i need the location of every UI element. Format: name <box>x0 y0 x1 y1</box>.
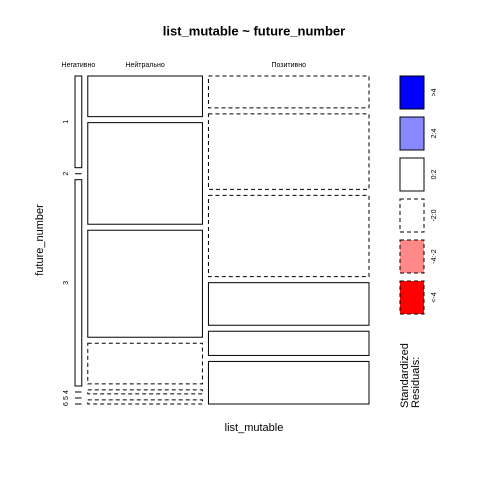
y-axis-label: future_number <box>34 204 46 276</box>
mosaic-cell <box>87 122 203 225</box>
row-label: 1 <box>63 120 70 124</box>
mosaic-cell <box>87 342 203 385</box>
mosaic-cell <box>87 75 203 118</box>
column-label: Негативно <box>62 62 96 69</box>
legend-label: >4 <box>431 88 438 96</box>
row-label: 5 <box>63 396 70 400</box>
mosaic-cell <box>207 75 370 109</box>
mosaic-cell <box>87 399 203 405</box>
legend-label: 2:4 <box>431 129 438 139</box>
legend-swatch <box>399 75 425 110</box>
mosaic-cell <box>207 330 370 356</box>
row-label: 3 <box>63 281 70 285</box>
mosaic-cell <box>207 194 370 278</box>
x-axis-label: list_mutable <box>225 422 284 434</box>
legend-swatch <box>399 157 425 192</box>
mosaic-cell <box>87 389 203 395</box>
column-label: Позитивно <box>271 62 306 69</box>
mosaic-cell <box>74 75 83 169</box>
legend-swatch <box>399 239 425 274</box>
legend-title: StandardizedResiduals: <box>399 343 422 408</box>
chart-title: list_mutable ~ future_number <box>163 23 345 38</box>
mosaic-cell <box>207 360 370 405</box>
legend-label: -2:0 <box>431 209 438 221</box>
mosaic-cell <box>87 229 203 338</box>
legend-label: 0:2 <box>431 170 438 180</box>
row-label: 4 <box>63 390 70 394</box>
legend-label: -4:-2 <box>431 249 438 264</box>
row-label: 6 <box>63 402 70 406</box>
row-label: 2 <box>63 172 70 176</box>
legend-swatch <box>399 280 425 315</box>
mosaic-cell <box>207 113 370 190</box>
legend-swatch <box>399 198 425 233</box>
legend-swatch <box>399 116 425 151</box>
legend-label: <-4 <box>431 292 438 302</box>
mosaic-cell <box>74 179 83 387</box>
mosaic-cell <box>207 282 370 326</box>
column-label: Нейтрально <box>125 61 164 69</box>
